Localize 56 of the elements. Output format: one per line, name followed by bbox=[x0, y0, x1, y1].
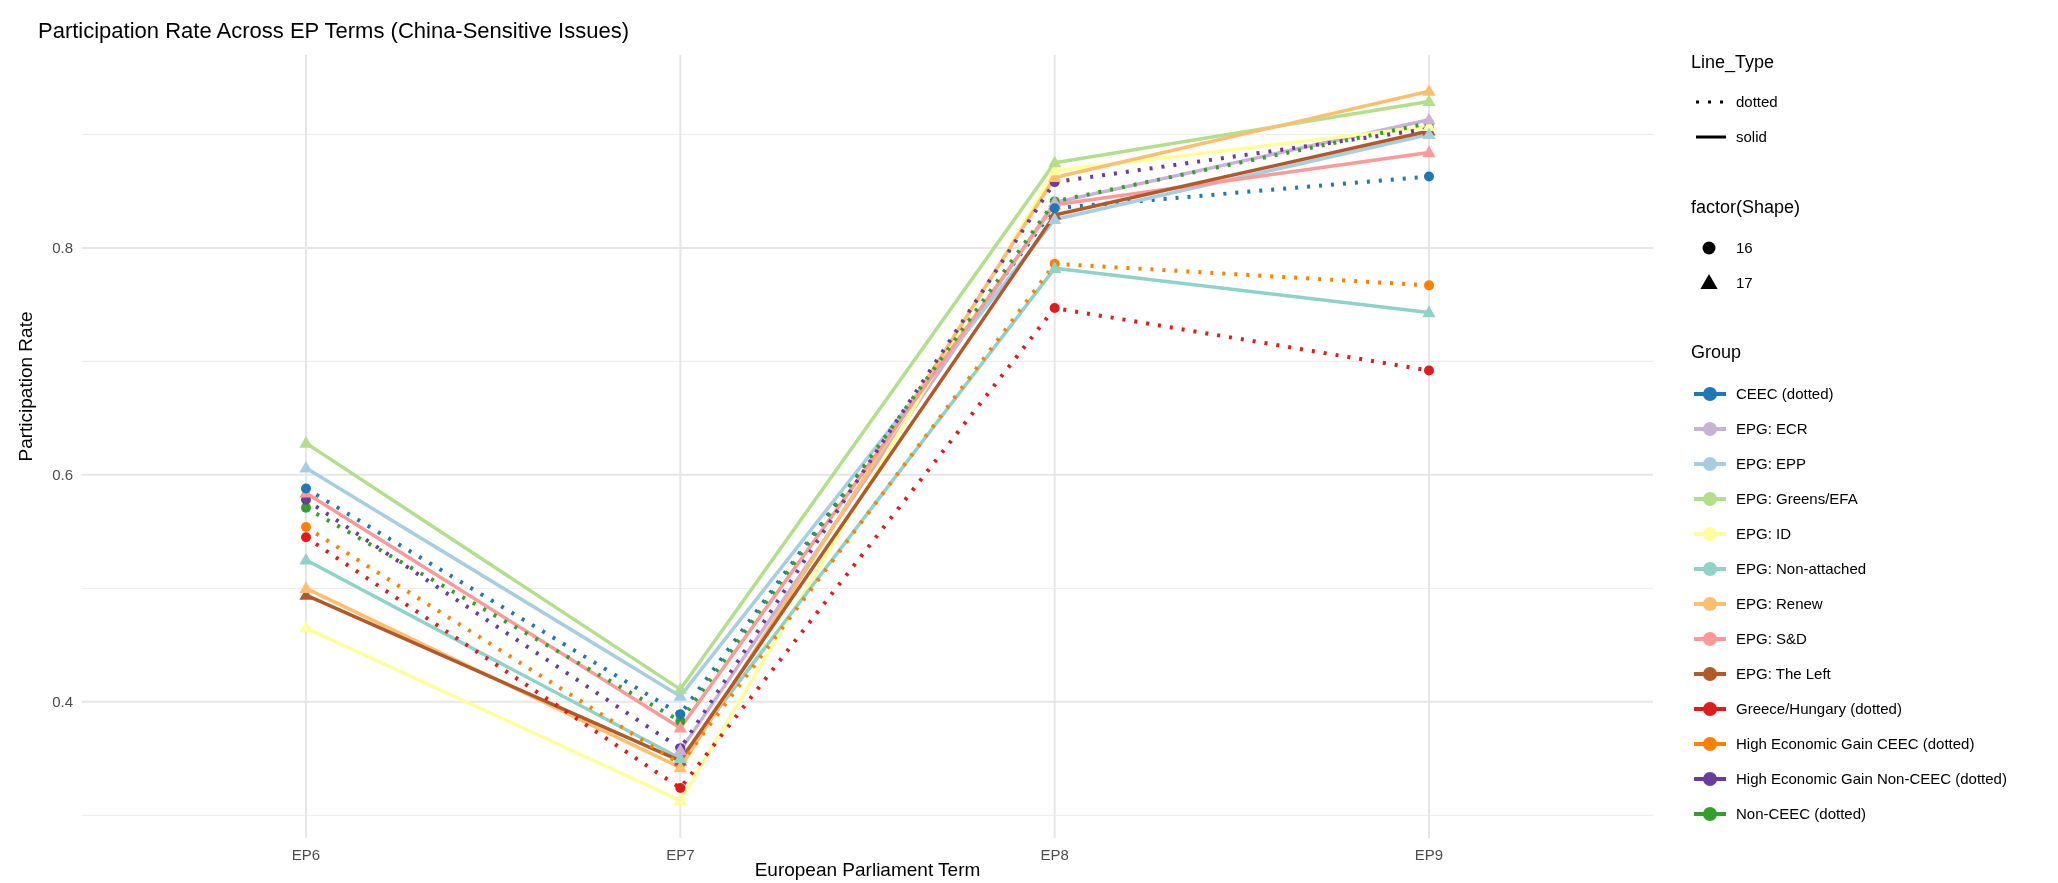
point bbox=[1422, 94, 1436, 107]
legend-label: Greece/Hungary (dotted) bbox=[1736, 700, 1902, 718]
legend-label: EPG: Renew bbox=[1736, 595, 1823, 613]
x-tick-label: EP7 bbox=[666, 846, 695, 863]
x-tick-label: EP9 bbox=[1414, 846, 1444, 863]
point bbox=[299, 552, 313, 565]
y-tick-label: 0.8 bbox=[52, 239, 73, 257]
text: solid bbox=[1736, 128, 1767, 146]
legend-title: Group bbox=[1691, 342, 1742, 362]
point bbox=[301, 522, 311, 533]
point bbox=[1048, 155, 1062, 168]
point bbox=[301, 532, 311, 543]
legend-label: EPG: The Left bbox=[1736, 665, 1832, 683]
legend-label: EPG: Greens/EFA bbox=[1736, 490, 1858, 508]
legend-label: EPG: ID bbox=[1736, 525, 1792, 543]
legend-label: CEEC (dotted) bbox=[1736, 385, 1834, 403]
point bbox=[301, 483, 311, 494]
legend-label: EPG: EPP bbox=[1736, 455, 1807, 473]
point bbox=[299, 581, 313, 593]
legend-label: High Economic Gain Non-CEEC (dotted) bbox=[1736, 770, 2007, 788]
point bbox=[673, 720, 687, 733]
y-tick-label: 0.4 bbox=[52, 693, 73, 711]
point bbox=[673, 793, 687, 806]
text: 16 bbox=[1736, 239, 1753, 257]
point bbox=[673, 689, 687, 701]
text: Line_Type bbox=[1691, 52, 1775, 73]
point bbox=[1422, 305, 1436, 318]
legend-label: EPG: S&D bbox=[1736, 630, 1808, 648]
legend-label: EPG: Non-attached bbox=[1736, 560, 1867, 578]
point bbox=[675, 783, 686, 794]
point bbox=[675, 709, 686, 720]
point bbox=[1048, 261, 1062, 273]
x-axis-title: European Parliament Term bbox=[754, 859, 981, 880]
point bbox=[1049, 203, 1060, 214]
point bbox=[1049, 303, 1060, 314]
y-axis-title: Participation Rate bbox=[15, 311, 36, 462]
point bbox=[299, 461, 313, 473]
legend-label: Non-CEEC (dotted) bbox=[1736, 805, 1867, 823]
point bbox=[299, 621, 313, 633]
y-tick-label: 0.6 bbox=[52, 466, 73, 484]
chart-title: Participation Rate Across EP Terms (China-Sensitive Issues) bbox=[38, 18, 629, 43]
legend-label: High Economic Gain CEEC (dotted) bbox=[1736, 735, 1975, 753]
point bbox=[1422, 145, 1436, 158]
point bbox=[1422, 84, 1436, 96]
point bbox=[1424, 365, 1434, 376]
point bbox=[1422, 112, 1436, 125]
text: dotted bbox=[1736, 93, 1778, 111]
point bbox=[1424, 171, 1434, 182]
point bbox=[1424, 280, 1434, 291]
legend-label: EPG: ECR bbox=[1736, 420, 1808, 438]
text: 17 bbox=[1736, 274, 1753, 292]
point bbox=[1048, 212, 1062, 225]
point bbox=[299, 436, 313, 448]
x-tick-label: EP8 bbox=[1040, 846, 1069, 863]
text: factor(Shape) bbox=[1691, 197, 1801, 217]
x-tick-label: EP6 bbox=[291, 846, 321, 863]
